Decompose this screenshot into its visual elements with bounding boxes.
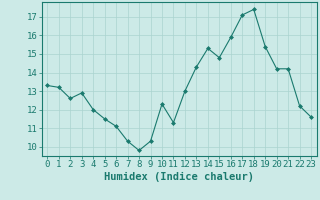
X-axis label: Humidex (Indice chaleur): Humidex (Indice chaleur) — [104, 172, 254, 182]
